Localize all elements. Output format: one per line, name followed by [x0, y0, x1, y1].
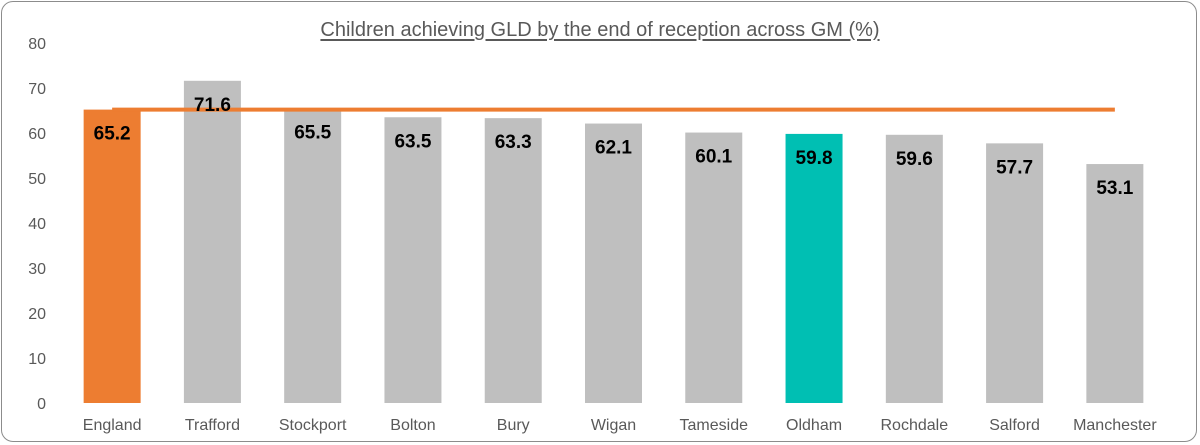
- bar-england: [83, 109, 141, 403]
- data-label: 60.1: [695, 147, 732, 168]
- x-tick-label: Stockport: [279, 417, 347, 434]
- y-tick-label: 40: [28, 216, 46, 233]
- y-tick-label: 70: [28, 81, 46, 98]
- x-axis-ticks: England Trafford Stockport Bolton Bury Wigan T…: [83, 417, 1158, 434]
- bar-bolton: [384, 117, 442, 403]
- x-tick-label: Salford: [989, 417, 1040, 434]
- x-tick-label: Trafford: [185, 417, 240, 434]
- bar-rochdale: [885, 134, 943, 404]
- bars: [83, 80, 1144, 404]
- data-label: 71.6: [194, 95, 231, 116]
- data-label: 62.1: [595, 138, 632, 159]
- bar-tameside: [685, 132, 743, 404]
- bar-stockport: [284, 108, 342, 403]
- bar-trafford: [183, 80, 241, 404]
- y-tick-label: 0: [37, 396, 46, 413]
- bar-salford: [986, 143, 1044, 403]
- bar-bury: [484, 118, 542, 404]
- bar-wigan: [585, 123, 642, 404]
- x-tick-label: Bolton: [390, 417, 435, 434]
- bar-oldham: [785, 133, 843, 403]
- x-tick-label: Wigan: [591, 417, 636, 434]
- x-tick-label: Tameside: [680, 417, 749, 434]
- x-tick-label: Bury: [497, 417, 530, 434]
- data-label: 63.5: [394, 131, 431, 152]
- y-tick-label: 50: [28, 171, 46, 188]
- y-tick-label: 80: [28, 36, 46, 53]
- bar-manchester: [1086, 164, 1144, 403]
- data-label: 63.3: [495, 132, 532, 153]
- data-label: 59.8: [796, 148, 833, 169]
- y-tick-label: 60: [28, 126, 46, 143]
- y-tick-label: 10: [28, 351, 46, 368]
- x-tick-label: Manchester: [1073, 417, 1157, 434]
- y-tick-label: 20: [28, 306, 46, 323]
- chart-title: Children achieving GLD by the end of rec…: [320, 19, 880, 41]
- data-labels: 65.2 71.6 65.5 63.5 63.3 62.1 60.1 59.8 59.6 57.7…: [94, 95, 1134, 199]
- data-label: 57.7: [996, 157, 1033, 178]
- data-label: 65.2: [94, 124, 131, 145]
- y-axis-ticks: 0 10 20 30 40 50 60 70 80: [28, 36, 46, 413]
- x-tick-label: England: [83, 417, 142, 434]
- y-tick-label: 30: [28, 261, 46, 278]
- data-label: 53.1: [1096, 178, 1133, 199]
- data-label: 65.5: [294, 122, 331, 143]
- x-tick-label: Oldham: [786, 417, 842, 434]
- data-label: 59.6: [896, 149, 933, 170]
- x-tick-label: Rochdale: [881, 417, 949, 434]
